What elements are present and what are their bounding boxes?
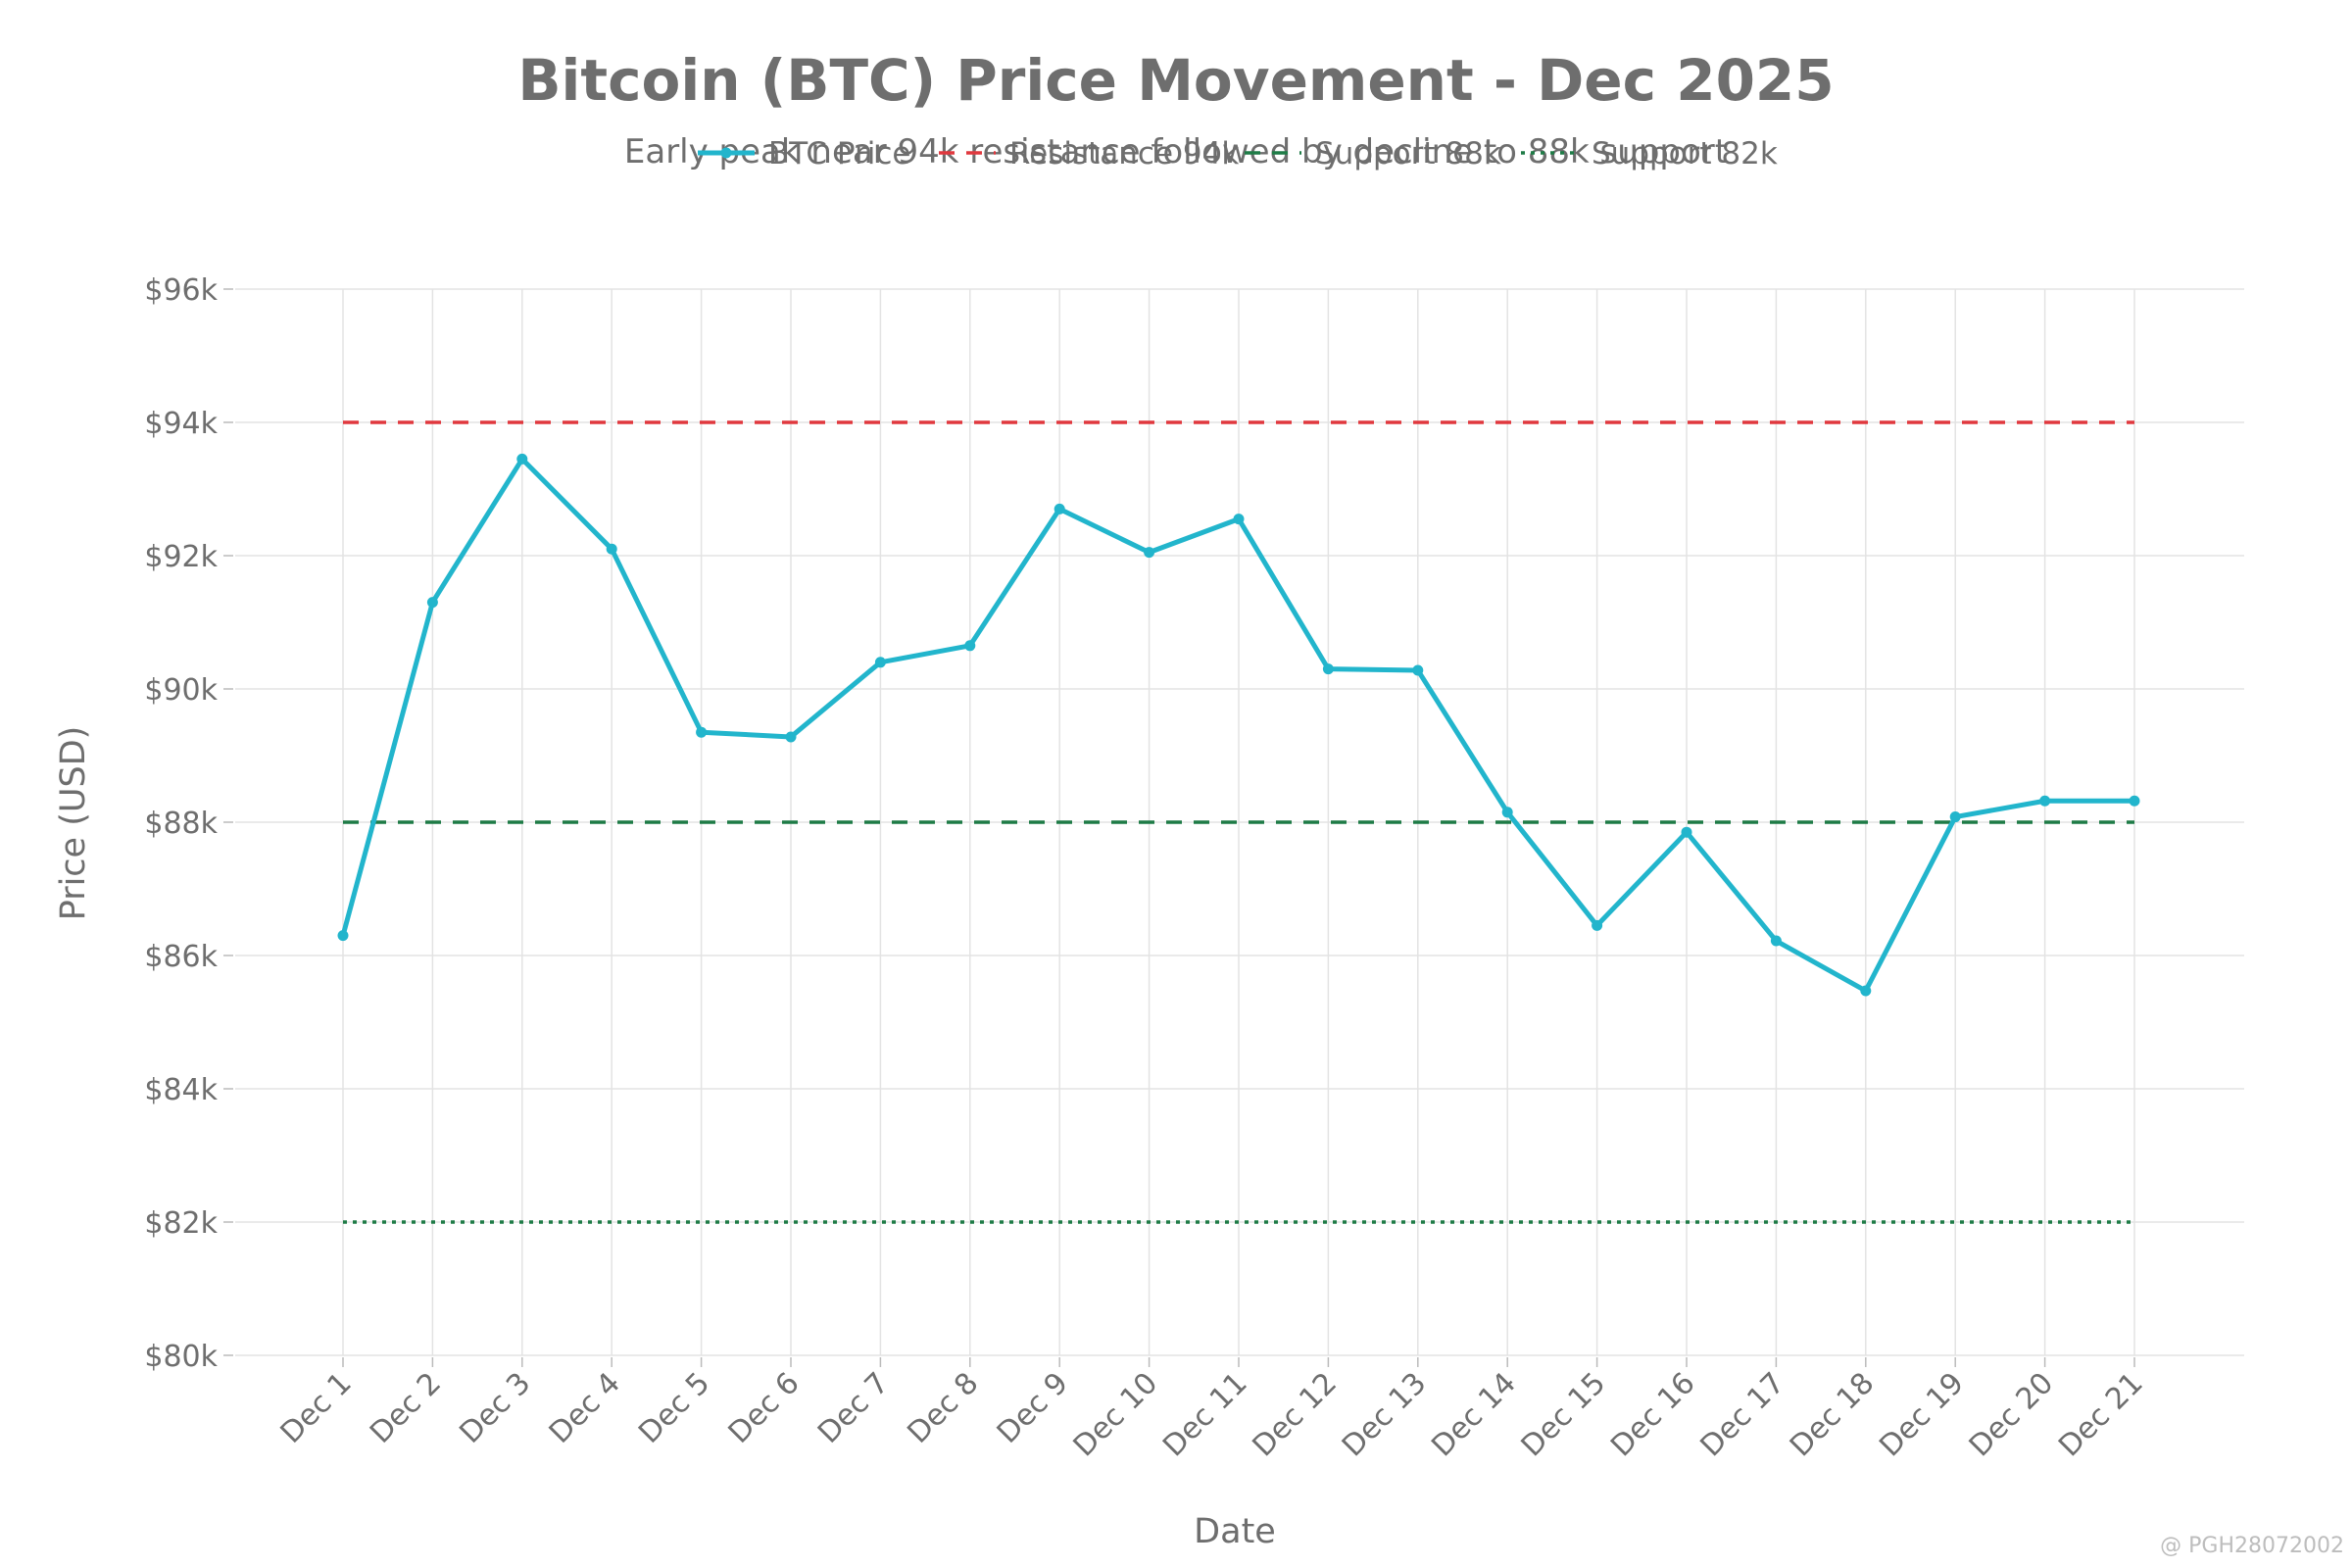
data-point bbox=[2129, 795, 2140, 807]
data-point bbox=[1412, 664, 1424, 676]
data-point bbox=[1322, 663, 1334, 675]
x-tick-label: Dec 16 bbox=[1604, 1366, 1702, 1464]
data-point bbox=[2039, 795, 2051, 807]
y-tick-label: $82k bbox=[144, 1206, 218, 1241]
x-tick-label: Dec 5 bbox=[632, 1366, 716, 1450]
x-tick-label: Dec 8 bbox=[901, 1366, 985, 1450]
legend-label: Support 82k bbox=[1592, 136, 1778, 172]
y-tick-label: $96k bbox=[144, 273, 218, 308]
x-tick-label: Dec 4 bbox=[543, 1366, 627, 1450]
x-tick-label: Dec 1 bbox=[274, 1366, 359, 1450]
data-point bbox=[1144, 547, 1155, 559]
data-point bbox=[426, 597, 438, 609]
y-tick-label: $88k bbox=[144, 807, 218, 841]
x-tick-label: Dec 19 bbox=[1873, 1366, 1971, 1464]
x-tick-label: Dec 13 bbox=[1336, 1366, 1434, 1464]
y-tick-label: $80k bbox=[144, 1340, 218, 1374]
y-tick-label: $90k bbox=[144, 673, 218, 708]
x-tick-label: Dec 15 bbox=[1515, 1366, 1613, 1464]
data-point bbox=[964, 640, 976, 652]
data-point bbox=[1681, 826, 1692, 838]
data-point bbox=[1949, 811, 1961, 823]
data-point bbox=[1860, 985, 1872, 997]
x-axis-label: Date bbox=[1194, 1512, 1276, 1551]
data-point bbox=[337, 930, 349, 942]
y-tick-label: $84k bbox=[144, 1073, 218, 1107]
data-point bbox=[874, 657, 886, 668]
data-point bbox=[606, 543, 617, 555]
legend-label: Resistance 94k bbox=[1009, 136, 1239, 172]
series-layer bbox=[337, 453, 2140, 997]
x-tick-label: Dec 2 bbox=[364, 1366, 448, 1450]
chart-title: Bitcoin (BTC) Price Movement - Dec 2025 bbox=[517, 47, 1834, 114]
x-tick-label: Dec 12 bbox=[1247, 1366, 1345, 1464]
data-point bbox=[516, 453, 528, 465]
y-tick-label: $86k bbox=[144, 940, 218, 974]
y-axis-label: Price (USD) bbox=[54, 726, 93, 921]
x-tick-label: Dec 18 bbox=[1784, 1366, 1882, 1464]
legend-label: Support 88k bbox=[1315, 136, 1501, 172]
x-tick-label: Dec 21 bbox=[2052, 1366, 2150, 1464]
x-tick-label: Dec 7 bbox=[811, 1366, 896, 1450]
y-tick-label: $92k bbox=[144, 540, 218, 574]
legend: BTC Price Resistance 94k Support 88k Suppor… bbox=[698, 136, 1778, 172]
x-tick-label: Dec 3 bbox=[453, 1366, 537, 1450]
reference-lines bbox=[343, 420, 2134, 1224]
y-tick-label: $94k bbox=[144, 407, 218, 441]
data-point bbox=[785, 731, 797, 743]
x-tick-label: Dec 17 bbox=[1694, 1366, 1792, 1464]
x-tick-label: Dec 6 bbox=[722, 1366, 807, 1450]
watermark: @ PGH28072002 bbox=[2160, 1534, 2344, 1558]
x-tick-label: Dec 10 bbox=[1067, 1366, 1165, 1464]
axis-layer: $80k $82k $84k $86k $88k $90k $92k $94k $96k Dec … bbox=[144, 273, 2149, 1463]
data-point bbox=[1054, 503, 1065, 514]
x-tick-label: Dec 14 bbox=[1425, 1366, 1523, 1464]
data-point bbox=[696, 726, 708, 738]
x-tick-label: Dec 9 bbox=[991, 1366, 1075, 1450]
data-point bbox=[1592, 919, 1603, 931]
legend-marker bbox=[720, 147, 732, 159]
legend-label: BTC Price bbox=[768, 136, 911, 172]
data-point bbox=[1770, 935, 1782, 947]
x-tick-label: Dec 11 bbox=[1156, 1366, 1254, 1464]
x-tick-label: Dec 20 bbox=[1963, 1366, 2061, 1464]
data-point bbox=[1233, 514, 1245, 525]
data-point bbox=[1501, 807, 1513, 818]
